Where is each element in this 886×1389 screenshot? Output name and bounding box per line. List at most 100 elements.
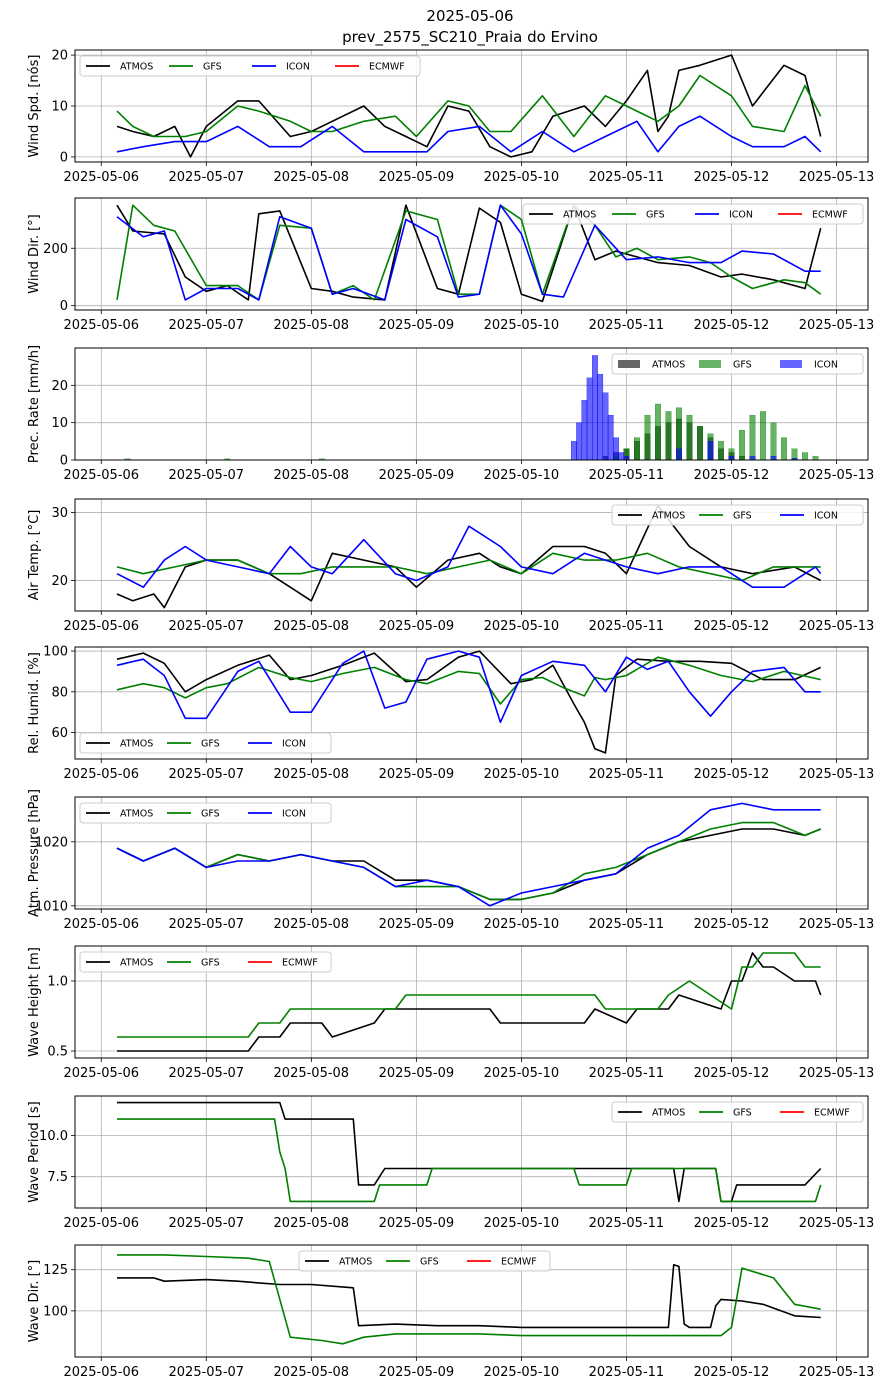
axes-frame [74, 646, 869, 760]
x-tick-label: 2025-05-13 [799, 468, 875, 483]
y-axis-label: Wave Dir. [°] [27, 1260, 42, 1343]
bar-gfs [781, 437, 787, 460]
y-tick-label: 20 [51, 574, 68, 589]
x-tick-label: 2025-05-12 [694, 767, 770, 782]
x-tick-label: 2025-05-07 [169, 170, 245, 185]
series-line-gfs [116, 74, 822, 138]
x-tick-label: 2025-05-11 [589, 619, 665, 634]
x-tick-label: 2025-05-11 [589, 170, 665, 185]
legend-box [79, 55, 421, 77]
bar-gfs [634, 437, 640, 460]
x-tick-label: 2025-05-13 [799, 767, 875, 782]
x-tick-label: 2025-05-11 [589, 318, 665, 333]
x-tick-label: 2025-05-07 [169, 1365, 245, 1380]
series-line-atmos [117, 1264, 821, 1329]
bar-icon [728, 456, 735, 460]
legend-label: ATMOS [120, 739, 153, 750]
legend: ATMOS GFS ICON ECMWF [522, 203, 864, 225]
bar-icon [613, 437, 619, 460]
legend-label: ATMOS [120, 809, 153, 820]
x-tick-label: 2025-05-09 [379, 170, 455, 185]
panel-2: 2025-05-06 2025-05-07 2025-05-08 2025-05-09… [27, 197, 874, 333]
x-tick-label: 2025-05-06 [63, 619, 139, 634]
x-tick-label: 2025-05-06 [63, 318, 139, 333]
y-tick-label: 1010 [35, 899, 68, 914]
x-tick-label: 2025-05-13 [799, 619, 875, 634]
legend-box [611, 504, 864, 526]
axes-frame [74, 1095, 869, 1209]
y-axis-label: Air Temp. [°C] [27, 510, 42, 601]
legend-label: ATMOS [652, 511, 685, 522]
x-tick-label: 2025-05-12 [694, 1066, 770, 1081]
x-tick-label: 2025-05-11 [589, 1066, 665, 1081]
x-tick-label: 2025-05-08 [274, 468, 350, 483]
legend-label: GFS [203, 62, 222, 73]
title-station: prev_2575_SC210_Praia do Ervino [342, 28, 598, 46]
legend: ATMOS GFS ECMWF [79, 951, 332, 973]
y-tick-label: 30 [51, 506, 68, 521]
panel-1: 2025-05-06 2025-05-07 2025-05-08 2025-05-09… [27, 49, 874, 185]
legend-label: ATMOS [652, 360, 685, 371]
title-date: 2025-05-06 [426, 7, 514, 25]
series-line-gfs [116, 656, 821, 705]
y-axis-label: Rel. Humid. [%] [27, 652, 42, 754]
series-line-gfs [117, 1118, 822, 1203]
legend-box [79, 802, 332, 824]
x-tick-label: 2025-05-11 [589, 1216, 665, 1231]
y-tick-label: 20 [51, 49, 68, 64]
panel-3: 2025-05-06 2025-05-07 2025-05-08 2025-05-09… [27, 345, 874, 483]
x-tick-label: 2025-05-07 [169, 468, 245, 483]
x-tick-label: 2025-05-10 [484, 1365, 560, 1380]
y-tick-label: 0 [60, 454, 68, 469]
y-tick-label: 100 [43, 645, 68, 660]
x-tick-label: 2025-05-10 [484, 468, 560, 483]
legend-label: GFS [733, 511, 752, 522]
bar-gfs [318, 458, 325, 460]
x-tick-label: 2025-05-12 [694, 1365, 770, 1380]
x-tick-label: 2025-05-08 [274, 619, 350, 634]
plot-area [116, 54, 822, 158]
legend-label: ECMWF [812, 210, 848, 221]
legend-label: ATMOS [120, 958, 153, 969]
legend-label: GFS [201, 958, 220, 969]
bar-gfs [760, 411, 766, 460]
x-tick-label: 2025-05-09 [379, 917, 455, 932]
bar-icon [597, 373, 604, 460]
plot-area [116, 802, 822, 907]
bar-gfs [665, 411, 672, 460]
series-line-gfs [116, 821, 822, 901]
bar-gfs [749, 415, 756, 460]
y-axis-label: Wind Spd. [nós] [27, 55, 42, 158]
legend-swatch-gfs [699, 360, 721, 368]
x-tick-label: 2025-05-12 [694, 468, 770, 483]
bar-icon [581, 400, 588, 460]
legend-label: ECMWF [501, 1257, 537, 1268]
bar-gfs [718, 441, 724, 460]
x-tick-label: 2025-05-06 [63, 767, 139, 782]
x-tick-label: 2025-05-13 [799, 1216, 875, 1231]
x-tick-label: 2025-05-07 [169, 1216, 245, 1231]
legend-label: ICON [282, 739, 306, 750]
legend-label: ECMWF [369, 62, 405, 73]
series-line-icon [116, 525, 822, 589]
x-tick-label: 2025-05-11 [589, 1365, 665, 1380]
series-line-gfs [117, 952, 821, 1038]
axes-frame [74, 1244, 869, 1358]
x-tick-label: 2025-05-11 [589, 767, 665, 782]
x-tick-label: 2025-05-07 [169, 917, 245, 932]
bar-icon [749, 456, 756, 460]
y-tick-label: 10.0 [39, 1129, 68, 1144]
panel-4: 2025-05-06 2025-05-07 2025-05-08 2025-05-09… [27, 498, 875, 634]
y-tick-label: 20 [51, 379, 68, 394]
legend-label: ATMOS [563, 210, 596, 221]
x-tick-label: 2025-05-12 [694, 1216, 770, 1231]
legend-label: GFS [201, 739, 220, 750]
bar-gfs [802, 452, 808, 460]
y-tick-label: 200 [43, 242, 68, 257]
legend-label: ICON [814, 360, 838, 371]
legend: ATMOS GFS ICON [79, 732, 332, 754]
legend-label: ATMOS [120, 62, 153, 73]
legend-box [522, 203, 864, 225]
legend: ATMOS GFS ICON ECMWF [79, 55, 421, 77]
y-axis-label: Prec. Rate [mm/h] [27, 345, 42, 463]
